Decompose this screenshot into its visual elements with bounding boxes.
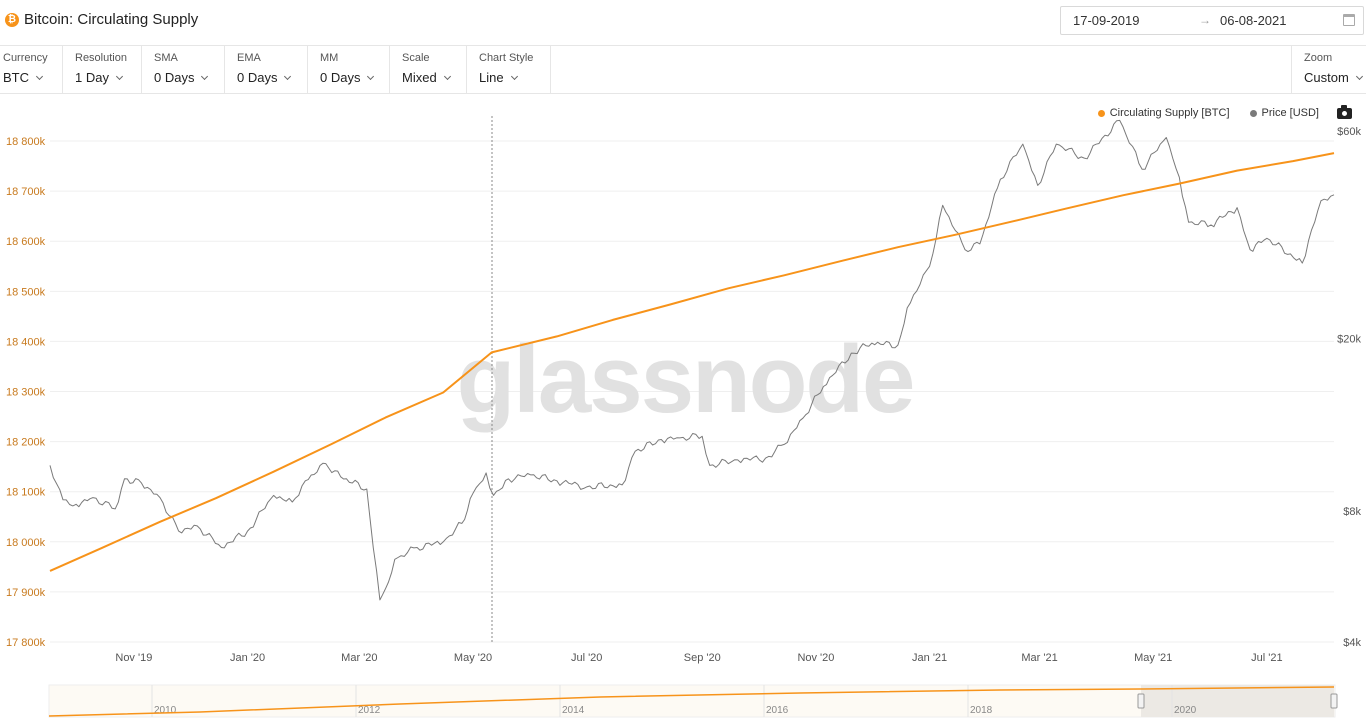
- chart-header: ₿ Bitcoin: Circulating Supply 17-09-2019…: [0, 0, 1366, 46]
- y-right-tick-label: $60k: [1337, 126, 1361, 138]
- scale-value: Mixed: [402, 70, 437, 85]
- navigator-year-label: 2018: [970, 705, 993, 716]
- sma-value: 0 Days: [154, 70, 195, 85]
- navigator-year-label: 2014: [562, 705, 585, 716]
- date-end-input[interactable]: 06-08-2021: [1220, 13, 1287, 28]
- price-series-line: [49, 119, 1335, 601]
- navigator-selection[interactable]: [1141, 685, 1334, 717]
- ema-label: EMA: [237, 52, 261, 64]
- y-left-tick-label: 18 600k: [6, 236, 46, 248]
- legend-dot-supply: [1097, 109, 1105, 117]
- watermark-text: glassnode: [457, 326, 914, 433]
- y-right-tick-label: $4k: [1343, 637, 1361, 649]
- sma-dropdown[interactable]: SMA 0 Days: [142, 46, 225, 94]
- zoom-dropdown[interactable]: Zoom Custom: [1291, 46, 1366, 94]
- x-tick-label: Mar '20: [341, 652, 377, 664]
- y-left-tick-label: 17 800k: [6, 637, 46, 649]
- y-left-tick-label: 17 900k: [6, 587, 46, 599]
- x-tick-label: Jul '20: [571, 652, 602, 664]
- range-navigator[interactable]: 2010 2012 2014 2016 2018 2020: [48, 684, 1338, 718]
- resolution-value: 1 Day: [75, 70, 109, 85]
- date-range-picker[interactable]: 17-09-2019 → 06-08-2021: [1060, 6, 1364, 35]
- grid-lines: [50, 140, 1334, 643]
- scale-label: Scale: [402, 52, 430, 64]
- x-axis: Nov '19 Jan '20 Mar '20 May '20 Jul '20 Sep '…: [115, 652, 1282, 664]
- mm-value: 0 Days: [320, 70, 361, 85]
- right-axis: $4k $8k $20k $60k: [1337, 126, 1361, 649]
- y-left-tick-label: 18 000k: [6, 537, 46, 549]
- resolution-label: Resolution: [75, 52, 127, 64]
- navigator-year-label: 2010: [154, 705, 177, 716]
- camera-icon[interactable]: [1337, 104, 1352, 119]
- x-tick-label: Mar '21: [1021, 652, 1057, 664]
- legend-item-price[interactable]: Price [USD]: [1249, 107, 1319, 119]
- ema-dropdown[interactable]: EMA 0 Days: [225, 46, 308, 94]
- y-left-tick-label: 18 400k: [6, 336, 46, 348]
- navigator-supply-line: [48, 686, 1335, 717]
- x-tick-label: Nov '20: [797, 652, 834, 664]
- supply-series-line: [49, 152, 1335, 572]
- x-tick-label: Nov '19: [115, 652, 152, 664]
- navigator-background: [48, 684, 1336, 718]
- chart-style-value: Line: [479, 70, 504, 85]
- legend-label-supply: Circulating Supply [BTC]: [1109, 107, 1230, 119]
- navigator-left-handle[interactable]: [1137, 693, 1145, 709]
- y-right-tick-label: $20k: [1337, 333, 1361, 345]
- chart-legend: Circulating Supply [BTC] Price [USD]: [1078, 104, 1352, 119]
- navigator-year-label: 2016: [766, 705, 789, 716]
- x-tick-label: May '21: [1134, 652, 1172, 664]
- legend-item-supply[interactable]: Circulating Supply [BTC]: [1097, 107, 1230, 119]
- chart-toolbar: Currency BTC Resolution 1 Day SMA 0 Days…: [0, 46, 1366, 94]
- x-tick-label: Jan '20: [230, 652, 265, 664]
- legend-dot-price: [1249, 109, 1257, 117]
- zoom-label: Zoom: [1304, 52, 1333, 64]
- chart-style-dropdown[interactable]: Chart Style Line: [467, 46, 551, 94]
- ema-value: 0 Days: [237, 70, 278, 85]
- scale-dropdown[interactable]: Scale Mixed: [390, 46, 467, 94]
- y-left-tick-label: 18 300k: [6, 387, 46, 399]
- x-tick-label: Jan '21: [912, 652, 947, 664]
- sma-label: SMA: [154, 52, 178, 64]
- left-axis: 17 800k 17 900k 18 000k 18 100k 18 200k 18 30…: [6, 136, 46, 649]
- navigator-year-label: 2012: [358, 705, 381, 716]
- navigator-labels: 2010 2012 2014 2016 2018 2020: [151, 685, 1197, 717]
- date-start-input[interactable]: 17-09-2019: [1073, 13, 1140, 28]
- currency-label: Currency: [3, 52, 48, 64]
- y-left-tick-label: 18 700k: [6, 186, 46, 198]
- currency-value: BTC: [3, 70, 29, 85]
- x-tick-label: Jul '21: [1251, 652, 1282, 664]
- navigator-year-label: 2020: [1174, 705, 1197, 716]
- y-left-tick-label: 18 100k: [6, 487, 46, 499]
- mm-label: MM: [320, 52, 339, 64]
- bitcoin-icon: ₿: [5, 12, 19, 27]
- x-tick-label: May '20: [454, 652, 492, 664]
- y-left-tick-label: 18 200k: [6, 437, 46, 449]
- navigator-right-handle[interactable]: [1330, 693, 1338, 709]
- resolution-dropdown[interactable]: Resolution 1 Day: [63, 46, 142, 94]
- chart-style-label: Chart Style: [479, 52, 534, 64]
- currency-dropdown[interactable]: Currency BTC: [0, 46, 63, 94]
- legend-label-price: Price [USD]: [1261, 107, 1319, 119]
- y-left-tick-label: 18 800k: [6, 136, 46, 148]
- page-title: Bitcoin: Circulating Supply: [24, 11, 199, 28]
- y-left-tick-label: 18 500k: [6, 286, 46, 298]
- calendar-icon[interactable]: [1343, 14, 1355, 26]
- arrow-right-icon: →: [1199, 13, 1211, 27]
- y-right-tick-label: $8k: [1343, 506, 1361, 518]
- x-tick-label: Sep '20: [684, 652, 721, 664]
- zoom-value: Custom: [1304, 70, 1349, 85]
- title-wrap: ₿ Bitcoin: Circulating Supply: [5, 11, 198, 28]
- mm-dropdown[interactable]: MM 0 Days: [308, 46, 390, 94]
